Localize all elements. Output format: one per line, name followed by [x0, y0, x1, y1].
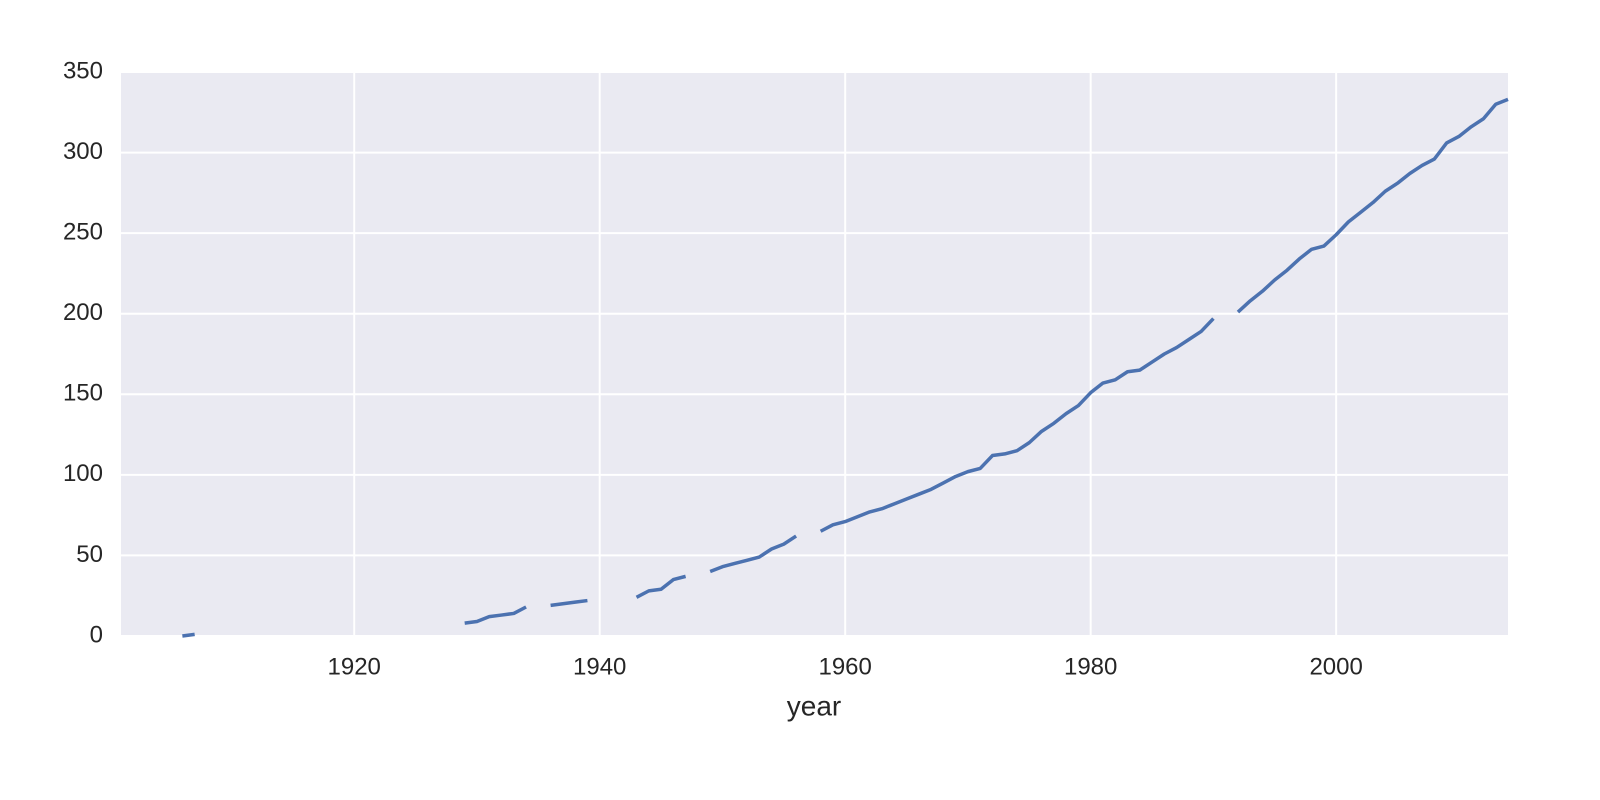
- y-tick-label: 50: [76, 541, 103, 568]
- plot-area: [121, 72, 1508, 636]
- y-tick-label: 350: [63, 57, 103, 84]
- y-tick-label: 250: [63, 218, 103, 245]
- y-tick-label: 300: [63, 138, 103, 165]
- x-tick-label: 2000: [1309, 653, 1362, 680]
- x-tick-label: 1980: [1064, 653, 1117, 680]
- x-tick-label: 1920: [328, 653, 381, 680]
- y-tick-label: 150: [63, 380, 103, 407]
- y-tick-label: 100: [63, 460, 103, 487]
- y-tick-label: 200: [63, 299, 103, 326]
- x-tick-label: 1940: [573, 653, 626, 680]
- y-tick-label: 0: [90, 621, 103, 648]
- x-axis-label: year: [787, 690, 841, 721]
- x-tick-label: 1960: [818, 653, 871, 680]
- line: [182, 97, 1509, 638]
